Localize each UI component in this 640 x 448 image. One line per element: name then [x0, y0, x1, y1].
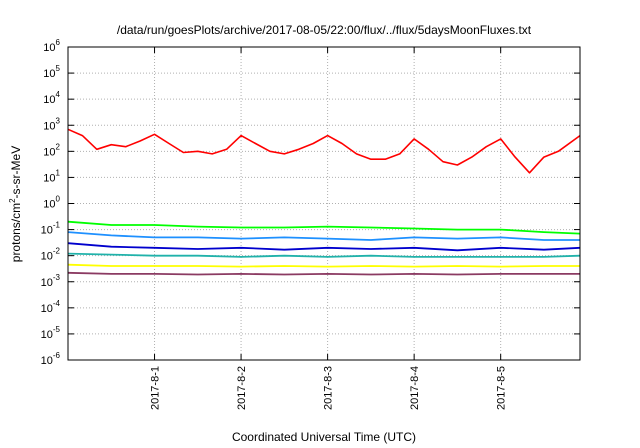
x-tick-label: 2017-8-5 — [496, 366, 508, 410]
y-axis-label: protons/cm2-s-sr-MeV — [8, 146, 23, 262]
series-line-3 — [67, 231, 580, 241]
series-line-4 — [67, 242, 581, 252]
grid — [68, 46, 580, 361]
series-lines — [67, 128, 581, 276]
y-tick-label: 102 — [43, 142, 60, 158]
y-tick-label: 104 — [43, 90, 60, 106]
series-line-1 — [67, 128, 581, 174]
y-tick-label: 10-5 — [41, 325, 61, 341]
y-tick-label: 10-4 — [41, 299, 61, 315]
x-tick-label: 2017-8-3 — [323, 366, 335, 410]
x-tick-labels: 2017-8-1 2017-8-2 2017-8-3 2017-8-4 2017-8-5 — [150, 366, 508, 410]
y-tick-label: 10-2 — [41, 247, 61, 263]
y-tick-label: 10-1 — [41, 221, 61, 237]
plot-frame — [67, 46, 581, 361]
y-tick-label: 103 — [43, 116, 60, 132]
chart-title: /data/run/goesPlots/archive/2017-08-05/2… — [117, 23, 532, 37]
y-tick-label: 105 — [43, 64, 60, 80]
series-line-5 — [67, 252, 581, 258]
y-tick-label: 106 — [43, 38, 60, 54]
x-tick-label: 2017-8-4 — [409, 366, 421, 410]
x-tick-label: 2017-8-1 — [150, 366, 162, 410]
series-line-2 — [67, 220, 581, 235]
y-tick-label: 10-6 — [41, 351, 61, 367]
y-tick-labels: 10-6 10-5 10-4 10-3 10-2 10-1 100 101 102 103 104 1… — [41, 38, 61, 367]
y-tick-label: 101 — [43, 168, 60, 184]
series-line-6 — [67, 263, 580, 268]
y-tick-label: 100 — [43, 195, 60, 211]
x-axis-label: Coordinated Universal Time (UTC) — [232, 430, 416, 444]
y-tick-label: 10-3 — [41, 273, 61, 289]
x-tick-label: 2017-8-2 — [236, 366, 248, 410]
series-line-7 — [67, 271, 580, 276]
